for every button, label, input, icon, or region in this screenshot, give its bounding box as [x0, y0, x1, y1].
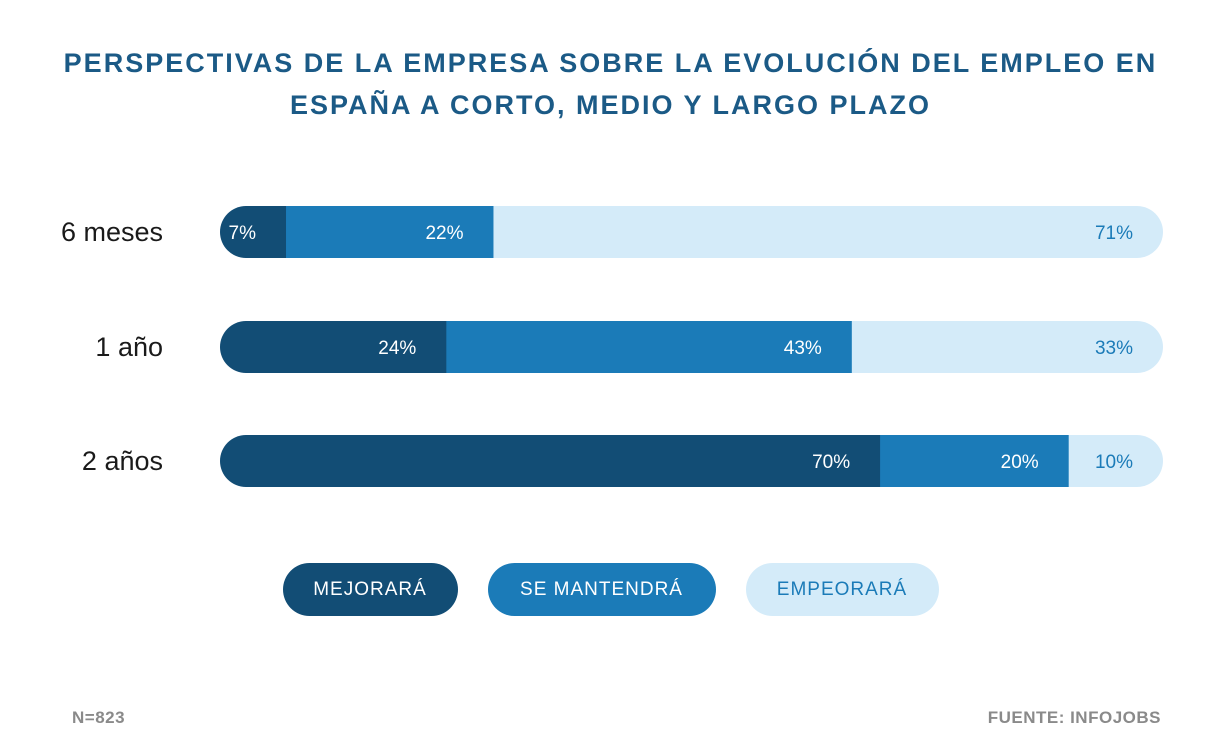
bar-segment-empeorara-2-anos	[1068, 435, 1163, 487]
category-label-2-anos: 2 años	[82, 446, 163, 476]
legend: MEJORARÁ SE MANTENDRÁ EMPEORARÁ	[0, 563, 1221, 616]
chart-title-line-2: ESPAÑA A CORTO, MEDIO Y LARGO PLAZO	[289, 90, 932, 120]
bar-row-1-ano	[220, 321, 1163, 373]
bar-segment-empeorara-6-meses	[493, 206, 1163, 258]
stacked-bar-chart: 6 meses 7% 22% 71% 1 año 24% 43% 33% 2 años 70% 20…	[61, 206, 1163, 487]
bar-segment-se-mantendra-2-anos	[880, 435, 1070, 487]
data-label-se-mantendra-2-anos: 20%	[1001, 452, 1039, 473]
bar-row-2-anos	[220, 435, 1163, 487]
data-label-empeorara-6-meses: 71%	[1095, 223, 1133, 244]
data-label-mejorara-1-ano: 24%	[378, 338, 416, 359]
bar-segment-se-mantendra-1-ano	[446, 321, 853, 373]
data-label-mejorara-6-meses: 7%	[229, 223, 257, 244]
data-label-empeorara-1-ano: 33%	[1095, 338, 1133, 359]
category-label-1-ano: 1 año	[95, 332, 163, 362]
category-label-6-meses: 6 meses	[61, 217, 163, 247]
legend-item-empeorara: EMPEORARÁ	[745, 563, 939, 616]
data-label-empeorara-2-anos: 10%	[1095, 452, 1133, 473]
chart-title: PERSPECTIVAS DE LA EMPRESA SOBRE LA EVOL…	[0, 42, 1221, 126]
bar-segment-se-mantendra-6-meses	[286, 206, 494, 258]
bar-segment-mejorara-6-meses	[220, 206, 287, 258]
source-note: FUENTE: INFOJOBS	[987, 708, 1161, 727]
bar-segment-mejorara-2-anos	[220, 435, 881, 487]
data-label-se-mantendra-6-meses: 22%	[425, 223, 463, 244]
legend-item-mejorara: MEJORARÁ	[282, 563, 458, 616]
bar-segment-mejorara-1-ano	[220, 321, 447, 373]
data-label-se-mantendra-1-ano: 43%	[784, 338, 822, 359]
bar-segment-empeorara-1-ano	[851, 321, 1163, 373]
bar-row-6-meses	[220, 206, 1163, 258]
data-label-mejorara-2-anos: 70%	[812, 452, 850, 473]
chart-title-line-1: PERSPECTIVAS DE LA EMPRESA SOBRE LA EVOL…	[63, 48, 1158, 78]
sample-size-note: N=823	[72, 708, 126, 727]
legend-item-se-mantendra: SE MANTENDRÁ	[487, 563, 716, 616]
